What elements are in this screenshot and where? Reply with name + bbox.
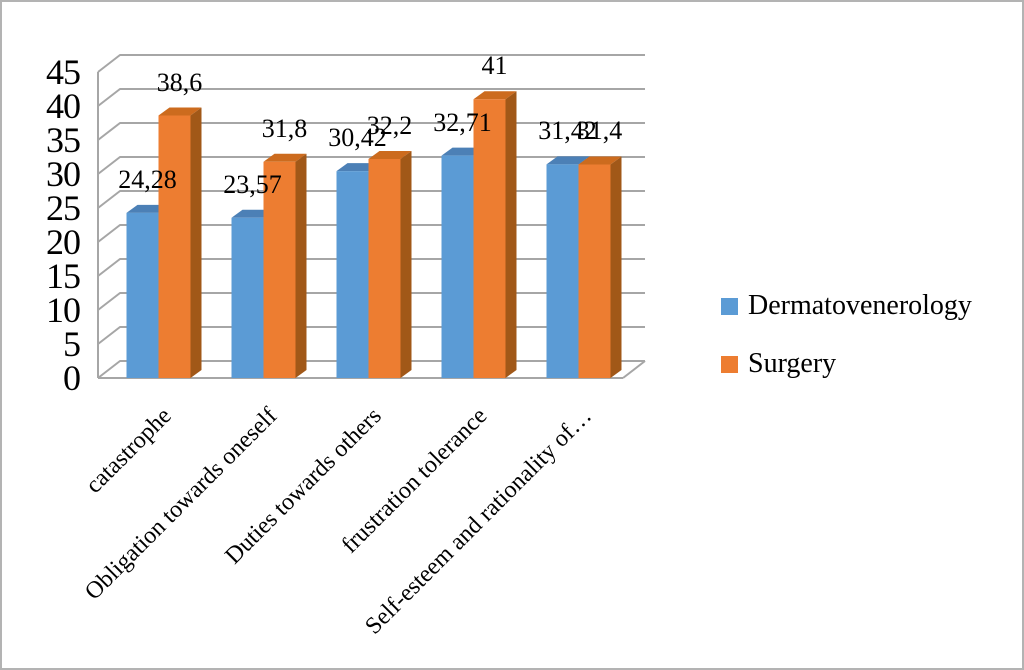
gridline: [97, 54, 645, 73]
value-label-Dermatovenerology-3: 32,71: [433, 107, 492, 137]
bar-Dermatovenerology-4: [546, 164, 579, 378]
value-label-Dermatovenerology-1: 23,57: [223, 169, 282, 199]
y-axis-tick-label: 5: [63, 324, 81, 364]
y-axis-tick-label: 0: [63, 358, 81, 398]
bar-Dermatovenerology-3: [441, 155, 474, 378]
y-axis-tick-label: 40: [46, 86, 81, 126]
bar-top-Surgery-0: [158, 107, 202, 116]
bar-Surgery-0: [158, 115, 191, 379]
value-label-Dermatovenerology-4: 31,42: [538, 116, 597, 146]
value-label-Surgery-2: 32,2: [366, 111, 413, 141]
bar-side-Surgery-3: [505, 91, 517, 378]
y-axis-tick-label: 20: [46, 222, 81, 262]
value-label-Surgery-1: 31,8: [261, 113, 308, 143]
bar-Dermatovenerology-0: [126, 212, 159, 378]
y-axis-tick-label: 30: [46, 154, 81, 194]
legend-label: Dermatovenerology: [748, 290, 972, 321]
legend-swatch-icon: [721, 355, 738, 373]
value-label-Surgery-0: 38,6: [156, 67, 203, 97]
bar-top-Surgery-4: [578, 156, 622, 165]
bar-top-Surgery-2: [368, 151, 412, 160]
bar-Surgery-3: [473, 99, 506, 378]
value-label-Dermatovenerology-0: 24,28: [118, 164, 177, 194]
bar-side-Surgery-2: [400, 151, 412, 378]
y-axis-tick-label: 45: [46, 52, 81, 92]
bar-top-Dermatovenerology-4: [546, 156, 590, 165]
bar-Dermatovenerology-2: [336, 171, 369, 378]
bar-side-Surgery-0: [190, 107, 202, 379]
bar-Dermatovenerology-1: [231, 217, 264, 378]
gridline: [97, 122, 645, 141]
bar-top-Surgery-3: [473, 91, 517, 100]
value-label-Surgery-4: 31,4: [576, 116, 623, 146]
bar-Surgery-1: [263, 161, 296, 378]
y-axis-tick-label: 10: [46, 290, 81, 330]
bar-Surgery-4: [578, 164, 611, 378]
floor-right-edge: [622, 360, 646, 379]
y-axis-tick-label: 15: [46, 256, 81, 296]
legend-item-Surgery: Surgery: [721, 348, 972, 380]
chart-legend: Dermatovenerology Surgery: [721, 290, 972, 406]
legend-item-Dermatovenerology: Dermatovenerology: [721, 290, 972, 322]
bar-top-Surgery-1: [263, 153, 307, 162]
legend-label: Surgery: [748, 348, 837, 379]
y-axis-tick-label: 35: [46, 120, 81, 160]
legend-swatch-icon: [721, 297, 738, 315]
value-label-Surgery-3: 41: [481, 51, 508, 81]
bar-side-Surgery-4: [610, 156, 622, 378]
gridline: [97, 88, 645, 107]
y-axis-tick-label: 25: [46, 188, 81, 228]
bar-side-Surgery-1: [295, 153, 307, 378]
value-label-Dermatovenerology-2: 30,42: [328, 123, 387, 153]
bar-Surgery-2: [368, 159, 401, 378]
